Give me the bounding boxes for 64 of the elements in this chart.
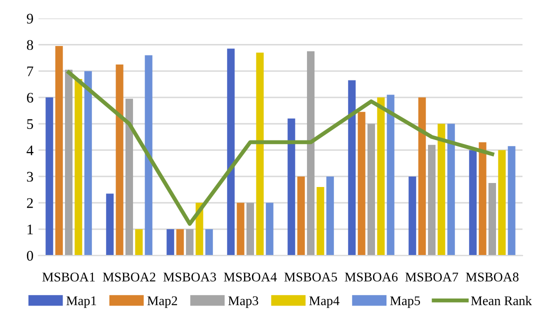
bar [348, 80, 356, 256]
bar [84, 71, 92, 256]
x-tick-label: MSBOA7 [405, 272, 458, 282]
bar [478, 142, 486, 256]
bar [176, 229, 184, 256]
legend-label: Map1 [66, 296, 96, 308]
legend-label: Map4 [309, 296, 340, 308]
bar [166, 229, 174, 256]
line-series [66, 70, 494, 226]
y-tick-label: 1 [28, 224, 33, 234]
x-tick-label: MSBOA1 [42, 272, 95, 282]
bar [135, 229, 143, 256]
y-tick-label: 5 [27, 119, 34, 129]
bar [438, 124, 446, 256]
x-tick-label: MSBOA6 [344, 272, 398, 282]
bar [428, 144, 436, 256]
bar [377, 97, 385, 256]
bar [488, 183, 496, 256]
bar [288, 118, 296, 256]
bar [386, 94, 394, 256]
bar [236, 202, 244, 256]
bar [266, 202, 274, 256]
x-tick-label: MSBOA2 [102, 272, 156, 282]
y-tick-label: 2 [26, 198, 33, 208]
bar [55, 46, 63, 256]
bar [469, 150, 477, 256]
bar [498, 150, 506, 256]
bar [316, 187, 324, 256]
x-tick-label: MSBOA5 [284, 272, 337, 282]
y-tick-label: 0 [26, 250, 34, 261]
bar [306, 51, 315, 256]
bar [116, 64, 124, 256]
bar [297, 176, 305, 256]
bar [227, 48, 235, 256]
bar [74, 78, 82, 256]
legend-label: Map2 [147, 296, 178, 308]
bar [508, 146, 516, 256]
bar [125, 98, 134, 256]
y-tick-label: 7 [27, 66, 34, 76]
x-tick-label: MSBOA3 [163, 272, 216, 282]
y-tick-label: 4 [26, 146, 34, 156]
bar [256, 52, 264, 256]
bar [447, 124, 455, 256]
x-tick-label: MSBOA4 [224, 272, 277, 282]
y-tick-label: 8 [26, 40, 34, 50]
y-tick-label: 3 [27, 172, 34, 182]
y-tick-label: 6 [26, 92, 34, 103]
bar [46, 97, 54, 256]
bar [205, 229, 213, 256]
bar [367, 124, 376, 256]
bar [418, 97, 426, 256]
bar [326, 176, 334, 256]
legend-label: Map5 [390, 296, 420, 308]
bar [186, 229, 194, 256]
y-tick-label: 9 [26, 14, 34, 24]
legend-label: Mean Rank [471, 296, 532, 306]
bar [106, 194, 114, 256]
bar [246, 202, 254, 256]
legend-label: Map3 [228, 296, 258, 308]
bar [144, 55, 152, 256]
x-tick-label: MSBOA8 [466, 272, 519, 282]
bar [64, 70, 73, 256]
bar [408, 176, 416, 256]
bar [358, 112, 366, 256]
